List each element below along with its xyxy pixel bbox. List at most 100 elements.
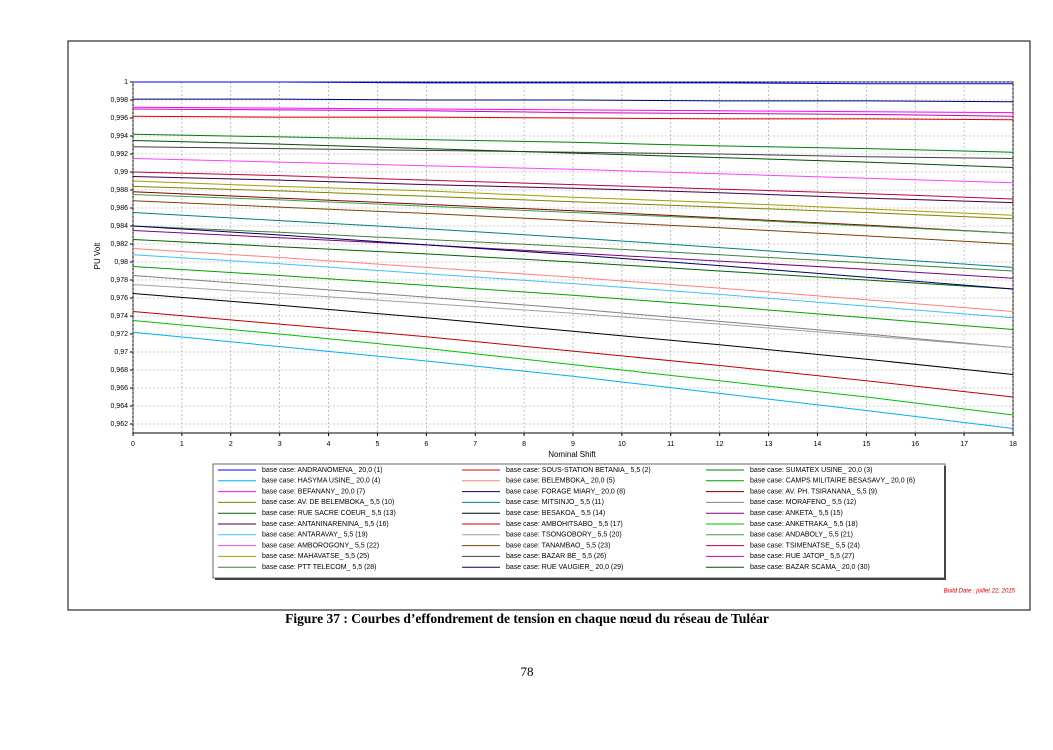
legend-label: base case: BEFANANY_ 20,0 (7): [262, 488, 365, 495]
x-tick-label: 2: [229, 441, 233, 448]
y-tick-label: 0,99: [114, 169, 128, 176]
series-line: [132, 140, 1014, 168]
legend-label: base case: ANTARAVAY_ 5,5 (19): [262, 532, 368, 539]
legend-label: base case: MORAFENO_ 5,5 (12): [750, 499, 856, 506]
y-tick-label: 0,998: [110, 97, 128, 104]
figure-frame: [67, 40, 1031, 611]
x-tick-label: 9: [571, 441, 575, 448]
y-tick-label: 0,984: [110, 223, 128, 230]
legend-label: base case: BAZAR BE_ 5,5 (26): [506, 553, 606, 560]
x-tick-label: 14: [814, 441, 822, 448]
series-line: [132, 133, 1014, 153]
series-line: [132, 284, 1014, 348]
series-line: [132, 180, 1014, 216]
x-tick-label: 7: [473, 441, 477, 448]
y-tick-label: 0,994: [110, 133, 128, 140]
series-line: [132, 225, 1014, 272]
series-line: [132, 108, 1014, 117]
x-tick-label: 1: [180, 441, 184, 448]
legend-label: base case: ANTANINARENINA_ 5,5 (16): [262, 521, 389, 528]
build-date: Build Date : juillet 22, 2015: [944, 589, 1016, 595]
x-tick-label: 6: [424, 441, 428, 448]
legend-label: base case: MITSINJO_ 5,5 (11): [506, 499, 604, 506]
series-line: [132, 146, 1014, 159]
x-tick-label: 10: [618, 441, 626, 448]
series-line: [132, 248, 1014, 312]
series-line: [132, 158, 1014, 184]
series-line: [132, 185, 1014, 220]
x-tick-label: 15: [862, 441, 870, 448]
legend-box: [212, 463, 946, 579]
legend-label: base case: RUE VAUGIER_ 20,0 (29): [506, 564, 623, 571]
series-line: [132, 275, 1014, 348]
x-tick-label: 0: [131, 441, 135, 448]
legend-label: base case: FORAGE MIARY_ 20,0 (8): [506, 488, 625, 495]
legend-label: base case: BAZAR SCAMA_ 20,0 (30): [750, 564, 870, 571]
legend-label: base case: ANKETA_ 5,5 (15): [750, 510, 843, 517]
series-line: [132, 225, 1014, 290]
y-tick-label: 0,992: [110, 151, 128, 158]
y-tick-label: 0,966: [110, 385, 128, 392]
y-tick-label: 0,996: [110, 115, 128, 122]
series-line: [132, 212, 1014, 268]
series-line: [132, 191, 1014, 234]
series-line: [132, 266, 1014, 330]
y-tick-label: 0,974: [110, 313, 128, 320]
page-number: 78: [521, 664, 534, 679]
legend-label: base case: PTT TELECOM_ 5,5 (28): [262, 564, 377, 571]
series-line: [132, 106, 1014, 114]
legend-label: base case: RUE JATOP_ 5,5 (27): [750, 553, 854, 560]
x-tick-label: 18: [1009, 441, 1017, 448]
y-tick-label: 0,988: [110, 187, 128, 194]
y-tick-label: 0,968: [110, 367, 128, 374]
series-line: [132, 320, 1014, 416]
series-line: [132, 176, 1014, 204]
series-line: [132, 115, 1014, 121]
figure-caption: Figure 37 : Courbes d’effondrement de te…: [285, 611, 769, 626]
x-tick-label: 17: [960, 441, 968, 448]
x-tick-label: 4: [327, 441, 331, 448]
legend-label: base case: AMBOROGONY_ 5,5 (22): [262, 542, 379, 549]
legend-label: base case: CAMPS MILITAIRE BESASAVY_ 20,…: [750, 478, 915, 485]
x-axis-label: Nominal Shift: [548, 450, 596, 459]
legend-label: base case: TSIMENATSE_ 5,5 (24): [750, 542, 860, 549]
legend-label: base case: AMBOHITSABO_ 5,5 (17): [506, 521, 623, 528]
series-line: [132, 230, 1014, 279]
series-line: [132, 254, 1014, 319]
x-tick-label: 13: [765, 441, 773, 448]
x-tick-label: 11: [667, 441, 674, 448]
x-tick-label: 16: [911, 441, 919, 448]
y-axis-label: PU Volt: [93, 242, 102, 269]
legend-label: base case: HASYMA USINE_ 20,0 (4): [262, 478, 380, 485]
legend-label: base case: AV. PH. TSIRANANA_ 5,5 (9): [750, 488, 877, 495]
legend-label: base case: SOUS-STATION BETANIA_ 5,5 (2): [506, 467, 651, 474]
x-tick-label: 12: [716, 441, 724, 448]
y-tick-label: 0,986: [110, 205, 128, 212]
legend-label: base case: RUE SACRE COEUR_ 5,5 (13): [262, 510, 396, 517]
legend-label: base case: ANDABOLY_ 5,5 (21): [750, 532, 853, 539]
y-tick-label: 1: [124, 79, 128, 86]
series-line: [132, 331, 1014, 429]
legend-label: base case: MAHAVATSE_ 5,5 (25): [262, 553, 369, 560]
y-tick-label: 0,98: [114, 259, 128, 266]
x-tick-label: 8: [522, 441, 526, 448]
x-tick-label: 3: [278, 441, 282, 448]
legend-label: base case: BELEMBOKA_ 20,0 (5): [506, 478, 615, 485]
series-line: [133, 81, 1013, 85]
legend-label: base case: ANDRANOMENA_ 20,0 (1): [262, 467, 383, 474]
y-tick-label: 0,962: [110, 421, 128, 428]
series-line: [133, 98, 1014, 103]
y-tick-label: 0,978: [110, 277, 128, 284]
legend-label: base case: TSONGOBORY_ 5,5 (20): [506, 532, 622, 539]
y-tick-label: 0,976: [110, 295, 128, 302]
y-tick-label: 0,972: [110, 331, 128, 338]
series-line: [132, 239, 1014, 290]
x-tick-label: 5: [375, 441, 379, 448]
y-tick-label: 0,964: [110, 403, 128, 410]
series-line: [132, 171, 1014, 200]
series-line: [132, 311, 1014, 398]
legend-label: base case: BESAKOA_ 5,5 (14): [506, 510, 605, 517]
legend-label: base case: ANKETRAKA_ 5,5 (18): [750, 521, 858, 528]
